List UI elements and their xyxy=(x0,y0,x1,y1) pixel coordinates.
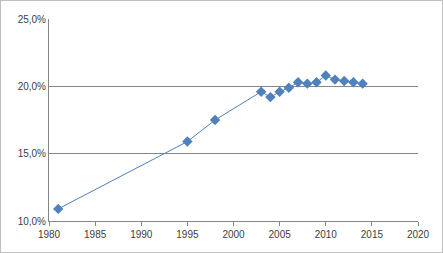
svg-text:2020: 2020 xyxy=(407,229,430,240)
svg-text:15,0%: 15,0% xyxy=(18,148,46,159)
svg-text:2015: 2015 xyxy=(361,229,384,240)
svg-text:2005: 2005 xyxy=(269,229,292,240)
svg-text:10,0%: 10,0% xyxy=(18,216,46,227)
svg-text:25,0%: 25,0% xyxy=(18,14,46,25)
svg-text:1985: 1985 xyxy=(84,229,107,240)
svg-text:2010: 2010 xyxy=(315,229,338,240)
svg-text:20,0%: 20,0% xyxy=(18,81,46,92)
svg-text:2000: 2000 xyxy=(222,229,245,240)
svg-text:1980: 1980 xyxy=(38,229,61,240)
svg-text:1995: 1995 xyxy=(176,229,199,240)
svg-text:1990: 1990 xyxy=(130,229,153,240)
